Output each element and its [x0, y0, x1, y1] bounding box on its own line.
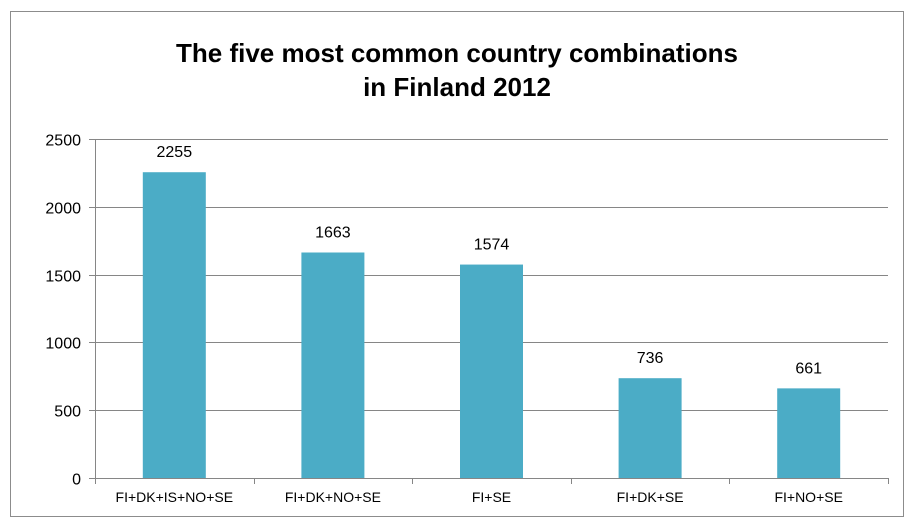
bar-1	[142, 172, 206, 479]
chart-title: The five most common country combination…	[11, 36, 903, 104]
bar-2	[301, 252, 365, 478]
data-label-2: 1663	[315, 224, 351, 241]
y-tick-label-2000: 2000	[45, 201, 81, 218]
x-category-label-2: FI+DK+NO+SE	[285, 489, 381, 505]
y-tick-label-0: 0	[72, 472, 81, 489]
x-category-label-3: FI+SE	[472, 489, 511, 505]
axes	[95, 139, 889, 484]
y-tick-label-500: 500	[54, 404, 81, 421]
bar-4	[618, 378, 682, 478]
data-label-4: 736	[637, 350, 664, 367]
x-category-label-1: FI+DK+IS+NO+SE	[116, 489, 234, 505]
x-category-label-4: FI+DK+SE	[617, 489, 684, 505]
x-category-label-5: FI+NO+SE	[774, 489, 842, 505]
y-tick-label-2500: 2500	[45, 133, 81, 150]
chart-title-line-2: in Finland 2012	[363, 72, 551, 102]
labels: 0 500 1000 1500 2000 2500 2255 FI+DK+IS+NO+SE 16…	[45, 133, 843, 506]
bar-5	[777, 388, 841, 478]
bar-3	[460, 264, 523, 478]
bars	[142, 172, 841, 479]
data-label-5: 661	[795, 360, 822, 377]
y-tick-label-1500: 1500	[45, 269, 81, 286]
chart-title-line-1: The five most common country combination…	[176, 38, 738, 68]
data-label-1: 2255	[157, 144, 193, 161]
y-tick-label-1000: 1000	[45, 336, 81, 353]
data-label-3: 1574	[474, 237, 510, 254]
